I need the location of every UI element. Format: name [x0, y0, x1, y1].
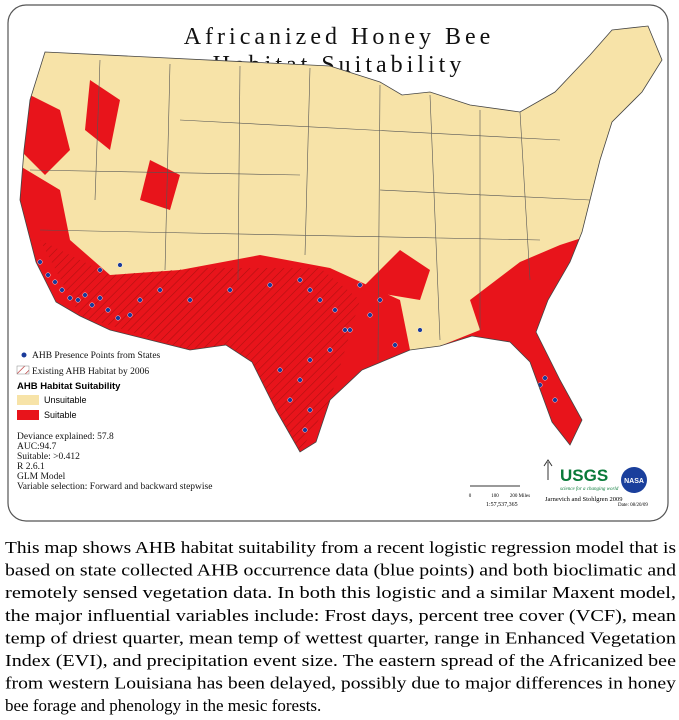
presence-point [67, 295, 73, 301]
caption-line: remotely sensed vegetation data. In both… [5, 583, 676, 602]
presence-point [367, 312, 373, 318]
legend-swatch [16, 365, 30, 375]
scale-label: 200 Miles [510, 494, 530, 499]
scale-labels: 0 100 200 Miles [469, 494, 530, 499]
presence-point [227, 287, 233, 293]
presence-point [89, 302, 95, 308]
model-stat: AUC:94.7 [17, 442, 57, 452]
model-stat: R 2.6.1 [17, 462, 45, 472]
presence-point [417, 327, 423, 333]
presence-point [542, 375, 548, 381]
presence-point [377, 297, 383, 303]
presence-point [75, 297, 81, 303]
nasa-logo [621, 467, 647, 493]
presence-point [307, 287, 313, 293]
scale-ratio: 1:57,537,365 [486, 502, 518, 508]
credit-authors: Jarnevich and Stohlgren 2009 [545, 496, 622, 503]
legend-swatch [17, 410, 39, 420]
presence-point [82, 292, 88, 298]
presence-point [332, 307, 338, 313]
caption-line: This map shows AHB habitat suitability f… [5, 538, 676, 557]
nasa-label: NASA [624, 478, 644, 485]
presence-point [307, 357, 313, 363]
usgs-logo: USGS [560, 466, 608, 485]
legend-swatch [17, 395, 39, 405]
legend-label: AHB Presence Points from States [32, 350, 161, 361]
model-stats: Deviance explained: 57.8AUC:94.7Suitable… [17, 432, 212, 492]
presence-point [127, 312, 133, 318]
legend-heading: AHB Habitat Suitability [17, 381, 121, 392]
presence-point [117, 262, 123, 268]
legend-label: Suitable [44, 410, 77, 420]
presence-point [392, 342, 398, 348]
unsuitable-area [400, 300, 480, 350]
presence-point [137, 297, 143, 303]
presence-point [552, 397, 558, 403]
presence-point [267, 282, 273, 288]
legend-dot [21, 352, 27, 358]
state-borders [29, 59, 591, 361]
model-stat: GLM Model [17, 472, 66, 482]
existing-habitat [40, 240, 360, 452]
presence-point [307, 407, 313, 413]
credit-date: Date: 08/20/09 [618, 503, 648, 508]
legend-label: Existing AHB Habitat by 2006 [32, 367, 149, 377]
presence-point [59, 287, 65, 293]
caption-line: Index (EVI), and precipitation event siz… [5, 651, 676, 670]
presence-point [115, 315, 121, 321]
presence-point [97, 295, 103, 301]
model-stat: Variable selection: Forward and backward… [17, 482, 212, 492]
caption: This map shows AHB habitat suitability f… [5, 538, 677, 715]
presence-point [45, 272, 51, 278]
caption-line: bee forage and phenology in the mesic fo… [5, 696, 321, 715]
suitable-area [20, 80, 430, 300]
scale-label: 100 [491, 494, 499, 499]
presence-point [52, 279, 58, 285]
caption-line: the major influential variables include:… [5, 606, 677, 625]
usgs-tagline: science for a changing world [560, 487, 619, 492]
presence-point [105, 307, 111, 313]
presence-point [277, 367, 283, 373]
caption-line: temp of driest quarter, mean temp of wet… [5, 628, 677, 647]
presence-point [287, 397, 293, 403]
scale-label: 0 [469, 494, 472, 499]
presence-point [347, 327, 353, 333]
presence-point [157, 287, 163, 293]
caption-line: based on state collected AHB occurrence … [5, 561, 677, 580]
presence-point [302, 427, 308, 433]
presence-point [327, 347, 333, 353]
model-stat: Deviance explained: 57.8 [17, 432, 114, 442]
presence-point [37, 259, 43, 265]
legend-label: Unsuitable [44, 395, 87, 405]
presence-point [187, 297, 193, 303]
map-title: Africanized Honey Bee [184, 24, 495, 50]
presence-point [297, 377, 303, 383]
model-stat: Suitable: >0.412 [17, 452, 80, 462]
presence-point [357, 282, 363, 288]
presence-point [97, 267, 103, 273]
presence-point [297, 277, 303, 283]
north-arrow [543, 459, 553, 480]
presence-point [317, 297, 323, 303]
presence-point [342, 327, 348, 333]
caption-line: from western Louisiana has been delayed,… [5, 674, 677, 693]
